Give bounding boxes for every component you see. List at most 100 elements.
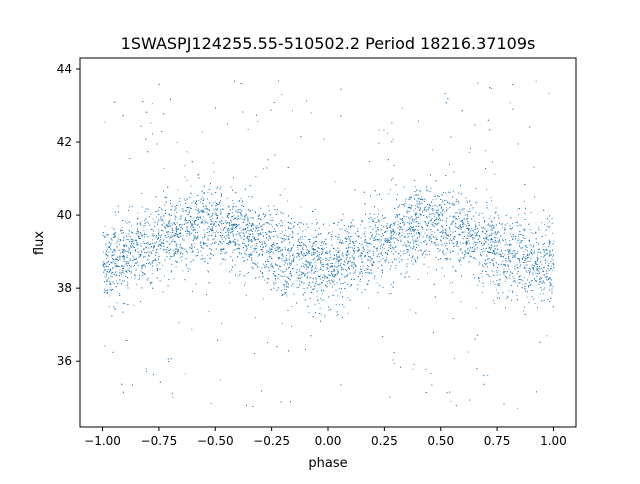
data-point <box>173 253 175 255</box>
data-point <box>321 290 322 292</box>
data-point <box>251 257 252 259</box>
data-point <box>469 233 471 235</box>
data-point <box>164 249 166 251</box>
data-point <box>349 239 351 241</box>
data-point <box>380 248 382 249</box>
data-point <box>421 249 422 251</box>
data-point <box>184 199 186 201</box>
data-point <box>373 262 375 264</box>
data-point <box>257 255 259 257</box>
data-point <box>347 312 349 314</box>
data-point <box>409 206 410 208</box>
data-point <box>448 239 450 241</box>
data-point <box>389 189 391 190</box>
data-point <box>215 205 216 207</box>
data-point <box>321 254 322 255</box>
data-point <box>252 209 254 211</box>
data-point <box>215 188 217 190</box>
data-point <box>229 282 231 284</box>
data-point <box>378 209 380 211</box>
data-point <box>427 190 429 192</box>
data-point <box>283 285 285 287</box>
data-point <box>468 351 469 353</box>
data-point <box>480 272 482 274</box>
data-point <box>299 268 301 270</box>
data-point <box>541 263 543 265</box>
data-point <box>487 229 489 231</box>
data-point <box>296 264 298 266</box>
data-point <box>232 249 234 251</box>
data-point <box>233 227 235 229</box>
data-point <box>193 200 195 202</box>
data-point <box>512 273 514 275</box>
data-point <box>393 247 395 249</box>
data-point <box>272 244 273 246</box>
data-point <box>345 238 347 240</box>
data-point <box>156 235 157 237</box>
data-point <box>475 244 476 246</box>
data-point <box>262 242 264 244</box>
data-point <box>307 272 308 274</box>
data-point <box>375 227 377 229</box>
data-point <box>518 235 519 237</box>
data-point <box>483 248 485 249</box>
data-point <box>174 236 176 237</box>
data-point <box>298 254 300 255</box>
data-point <box>290 272 292 274</box>
data-point <box>130 272 132 274</box>
data-point <box>129 245 131 247</box>
data-point <box>233 215 235 217</box>
data-point <box>540 276 542 278</box>
data-point <box>435 198 437 200</box>
data-point <box>551 288 553 290</box>
data-point <box>407 207 409 209</box>
data-point <box>181 260 183 262</box>
data-point <box>196 232 198 233</box>
data-point <box>400 239 402 241</box>
data-point <box>181 208 183 210</box>
data-point <box>475 258 477 260</box>
data-point <box>256 227 257 229</box>
data-point <box>208 213 210 214</box>
data-point <box>289 259 291 261</box>
data-point <box>274 245 276 246</box>
data-point <box>276 235 278 236</box>
data-point <box>450 238 451 240</box>
data-point <box>398 232 400 233</box>
data-point <box>390 235 392 237</box>
data-point <box>416 256 418 258</box>
data-point <box>229 225 230 227</box>
data-point <box>519 242 521 244</box>
data-point <box>115 242 117 244</box>
data-points-layer <box>102 80 555 409</box>
data-point <box>290 265 291 266</box>
data-point <box>241 232 243 234</box>
data-point <box>175 266 177 268</box>
data-point <box>245 294 247 296</box>
data-point <box>297 238 299 240</box>
data-point <box>318 251 320 253</box>
data-point <box>405 272 407 274</box>
data-point <box>327 263 328 265</box>
data-point <box>321 289 323 291</box>
data-point <box>396 233 397 235</box>
data-point <box>233 219 234 220</box>
data-point <box>207 191 209 193</box>
data-point <box>248 230 250 232</box>
data-point <box>453 190 454 192</box>
data-point <box>126 265 128 267</box>
data-point <box>545 262 546 264</box>
data-point <box>467 251 469 253</box>
data-point <box>388 247 390 248</box>
data-point <box>108 251 110 253</box>
data-point <box>136 224 138 225</box>
data-point <box>466 215 468 217</box>
data-point <box>456 199 458 200</box>
chart-title: 1SWASPJ124255.55-510502.2 Period 18216.3… <box>121 34 536 53</box>
data-point <box>241 215 243 217</box>
data-point <box>531 295 533 297</box>
data-point <box>509 102 511 104</box>
data-point <box>465 214 467 216</box>
data-point <box>482 217 484 218</box>
data-point <box>526 261 528 263</box>
